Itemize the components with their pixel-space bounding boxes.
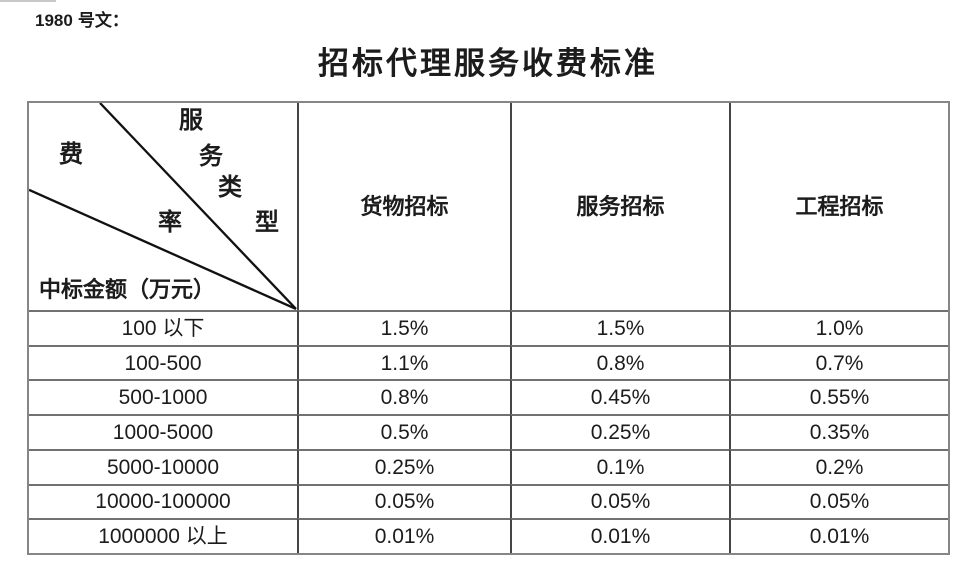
- amount-cell: 5000-10000: [29, 448, 297, 484]
- amount-cell: 500-1000: [29, 379, 297, 414]
- rate-cell: 1.0%: [729, 310, 948, 345]
- rate-cell: 0.5%: [297, 414, 510, 449]
- rate-cell: 0.45%: [510, 379, 729, 415]
- column-header-goods: 货物招标: [297, 103, 510, 310]
- rate-cell: 0.01%: [729, 518, 948, 553]
- rate-cell: 0.05%: [297, 483, 510, 519]
- amount-cell: 1000-5000: [29, 414, 297, 449]
- amount-cell: 100-500: [29, 344, 297, 380]
- rate-cell: 0.05%: [729, 483, 948, 519]
- document-number-label: 1980 号文：: [35, 6, 129, 31]
- rate-cell: 0.25%: [510, 414, 729, 449]
- rate-cell: 0.05%: [510, 483, 729, 519]
- rate-cell: 0.1%: [510, 448, 729, 484]
- rate-cell: 0.8%: [510, 344, 729, 380]
- rate-cell: 0.35%: [729, 414, 948, 449]
- rate-cell: 0.7%: [729, 344, 948, 380]
- rate-cell: 1.5%: [297, 310, 510, 345]
- rate-cell: 0.2%: [729, 448, 948, 484]
- rate-cell: 1.5%: [510, 310, 729, 345]
- document-number: 1980: [35, 11, 73, 30]
- fee-table: 服 务 类 型 费 率 中标金额（万元） 货物招标 服务招标 工程招标 100 …: [27, 101, 950, 555]
- corner-label-type-char: 务: [199, 144, 223, 170]
- rate-cell: 0.01%: [510, 518, 729, 553]
- corner-label-rate-char: 费: [59, 142, 83, 168]
- rate-cell: 0.25%: [297, 448, 510, 484]
- diagonal-lines: [29, 103, 297, 310]
- amount-cell: 10000-100000: [29, 483, 297, 519]
- rate-cell: 0.8%: [297, 379, 510, 415]
- page-title: 招标代理服务收费标准: [318, 46, 658, 81]
- corner-label-type-char: 服: [179, 108, 203, 134]
- top-edge-artifact: [0, 0, 56, 2]
- diagonal-header-cell: 服 务 类 型 费 率 中标金额（万元）: [29, 103, 297, 310]
- rate-cell: 1.1%: [297, 344, 510, 380]
- document-number-suffix: 号文：: [77, 11, 129, 30]
- amount-cell: 1000000 以上: [29, 518, 297, 553]
- corner-label-type-char: 型: [255, 210, 279, 236]
- column-header-works: 工程招标: [729, 103, 948, 310]
- rate-cell: 0.55%: [729, 379, 948, 415]
- amount-cell: 100 以下: [29, 310, 297, 345]
- column-header-services: 服务招标: [510, 103, 729, 310]
- rate-cell: 0.01%: [297, 518, 510, 553]
- corner-label-rate-char: 率: [158, 210, 182, 236]
- corner-label-amount: 中标金额（万元）: [39, 277, 216, 302]
- corner-label-type-char: 类: [218, 175, 242, 201]
